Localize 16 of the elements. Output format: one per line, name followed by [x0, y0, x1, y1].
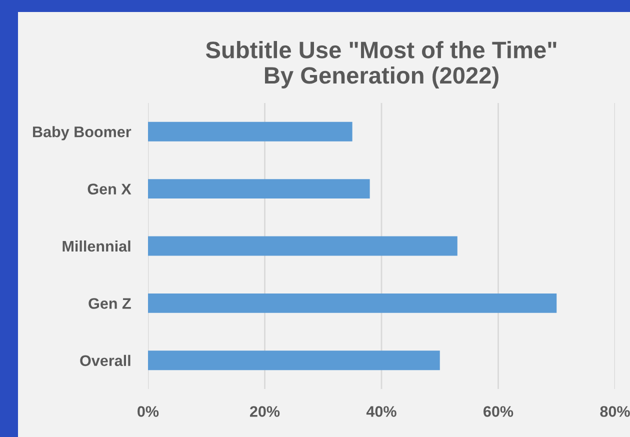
bar: [148, 350, 440, 370]
bar: [148, 236, 458, 256]
x-tick-label: 40%: [366, 406, 396, 417]
y-tick-label: Overall: [80, 354, 130, 366]
y-tick-label: Gen X: [88, 184, 132, 194]
chart-title: Subtitle Use "Most of the Time" By Generation (2022): [206, 41, 556, 88]
bar: [148, 179, 370, 199]
x-tick-label: 20%: [250, 406, 280, 417]
y-tick-label: Gen Z: [88, 298, 131, 309]
y-tick-label: Baby Boomer: [33, 126, 132, 140]
x-tick-label: 80%: [600, 406, 630, 417]
x-tick-label: 60%: [484, 406, 514, 417]
x-tick-label: 0%: [138, 406, 159, 417]
y-tick-label: Millennial: [62, 240, 130, 252]
bar: [148, 293, 557, 313]
bar: [148, 122, 352, 142]
